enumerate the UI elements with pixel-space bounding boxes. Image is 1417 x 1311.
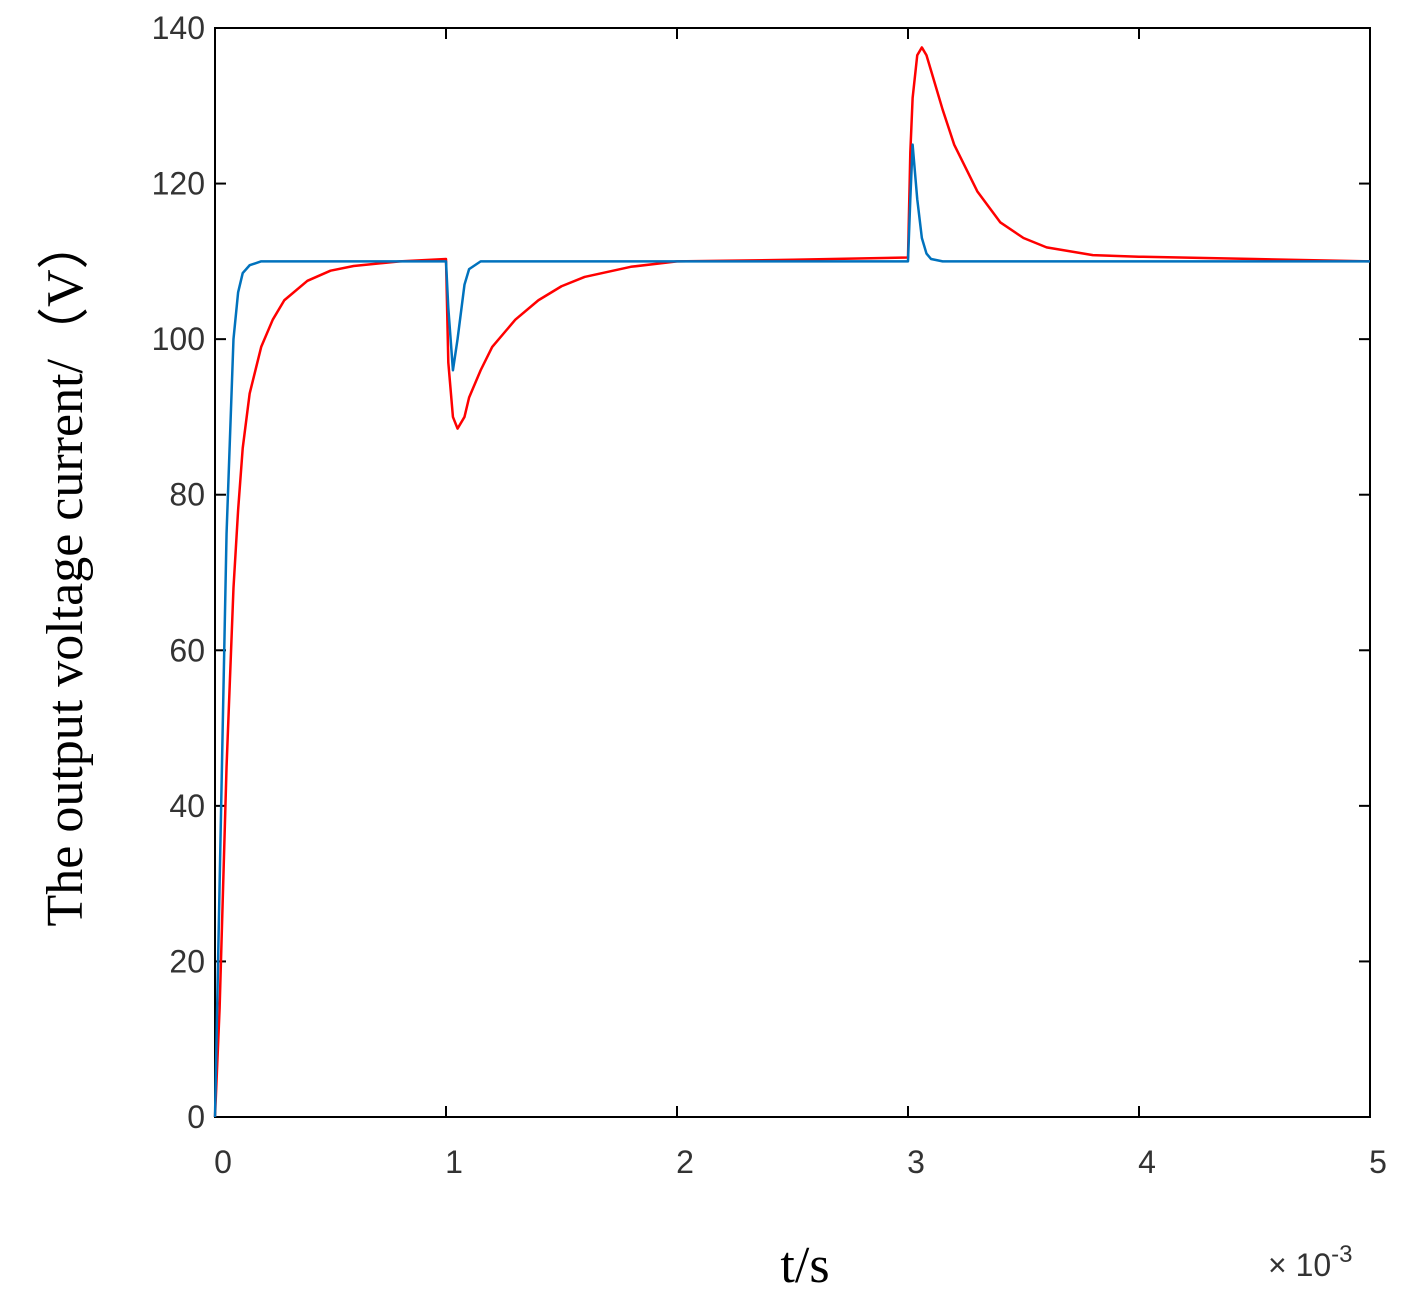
- x-axis-title: t/s: [780, 1237, 829, 1294]
- x-tick-label: 5: [1369, 1144, 1387, 1180]
- y-tick-label: 100: [152, 321, 205, 357]
- x-tick-label: 0: [214, 1144, 232, 1180]
- y-tick-label: 60: [169, 632, 205, 668]
- plot-frame: [214, 27, 1371, 1118]
- line-series: [213, 46, 1371, 1118]
- line-series: [213, 143, 1370, 1118]
- x-tick-label: 3: [907, 1144, 925, 1180]
- y-tick-label: 20: [169, 943, 205, 979]
- y-tick-label: 140: [152, 10, 205, 46]
- x-tick-label: 2: [676, 1144, 694, 1180]
- x-tick-label: 1: [445, 1144, 463, 1180]
- x-multiplier-exponent: -3: [1331, 1241, 1352, 1268]
- x-multiplier: × 10-3: [1268, 1241, 1353, 1283]
- y-tick-label: 120: [152, 166, 205, 202]
- y-tick-label: 40: [169, 788, 205, 824]
- x-tick-label: 4: [1138, 1144, 1156, 1180]
- y-axis-title: The output voltage current/（V）: [37, 217, 94, 926]
- x-multiplier-base: × 10: [1268, 1247, 1331, 1283]
- y-tick-label: 80: [169, 477, 205, 513]
- y-tick-label: 0: [187, 1099, 205, 1135]
